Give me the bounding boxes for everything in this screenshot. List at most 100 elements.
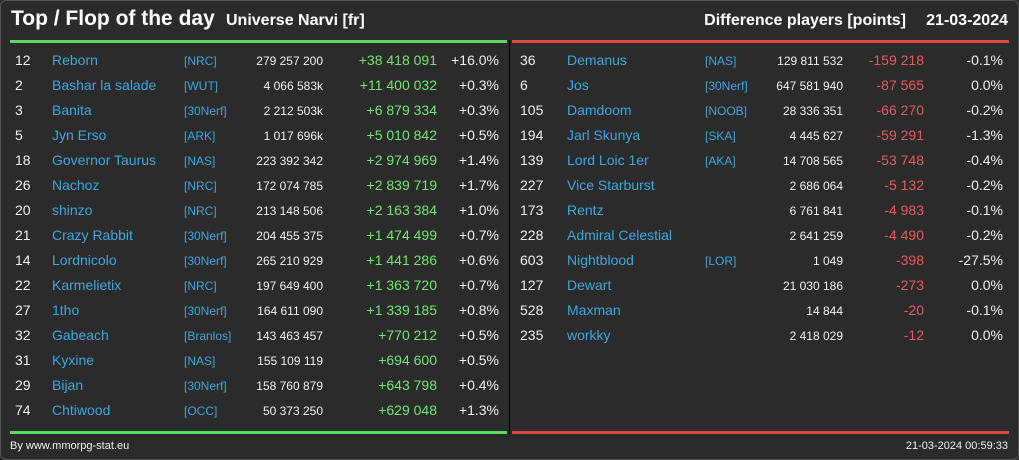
top-row: 26 Nachoz [NRC] 172 074 785 +2 839 719 +1.7%	[10, 173, 507, 198]
player-name-link[interactable]: Maxman	[567, 302, 621, 318]
player-points: 6 761 841	[789, 204, 843, 218]
player-rank: 26	[15, 177, 31, 193]
player-rank: 228	[520, 227, 544, 243]
player-points: 50 373 250	[262, 404, 323, 418]
player-points: 2 212 503k	[263, 104, 323, 118]
player-points: 172 074 785	[256, 179, 323, 193]
player-name-link[interactable]: Dewart	[567, 277, 612, 293]
flop-row: 139 Lord Loic 1er [AKA] 14 708 565 -53 748 -0…	[512, 148, 1009, 173]
alliance-tag-link[interactable]: [WUT]	[184, 79, 218, 93]
alliance-tag-link[interactable]: [30Nerf]	[184, 254, 227, 268]
player-name-link[interactable]: Governor Taurus	[52, 152, 157, 168]
player-name-link[interactable]: Gabeach	[52, 327, 109, 343]
alliance-tag-link[interactable]: [LOR]	[705, 254, 737, 268]
alliance-tag-link[interactable]: [NRC]	[184, 54, 217, 68]
player-name-link[interactable]: Damdoom	[567, 102, 632, 118]
alliance-tag-link[interactable]: [NRC]	[184, 204, 217, 218]
player-points: 647 581 940	[776, 79, 843, 93]
flop-row: 127 Dewart 21 030 186 -273 0.0%	[512, 273, 1009, 298]
points-difference: +2 974 969	[366, 152, 437, 168]
player-points: 2 418 029	[789, 329, 843, 343]
percent-change: -0.1%	[966, 52, 1003, 68]
percent-change: -0.1%	[966, 302, 1003, 318]
top-panel: 12 Reborn [NRC] 279 257 200 +38 418 091 +16.0…	[10, 40, 507, 434]
alliance-tag-link[interactable]: [30Nerf]	[184, 304, 227, 318]
player-points: 129 811 532	[777, 54, 843, 68]
player-name-link[interactable]: Reborn	[52, 52, 98, 68]
player-points: 164 611 090	[257, 304, 323, 318]
player-points: 28 336 351	[782, 104, 843, 118]
player-name-link[interactable]: workky	[567, 327, 611, 343]
alliance-tag-link[interactable]: [ARK]	[184, 129, 216, 143]
player-name-link[interactable]: Crazy Rabbit	[52, 227, 133, 243]
player-points: 158 760 879	[256, 379, 323, 393]
percent-change: +0.4%	[458, 377, 499, 393]
alliance-tag-link[interactable]: [SKA]	[705, 129, 736, 143]
top-row: 2 Bashar la salade [WUT] 4 066 583k +11 400 …	[10, 73, 507, 98]
alliance-tag-link[interactable]: [NRC]	[184, 179, 217, 193]
flop-row: 105 Damdoom [NOOB] 28 336 351 -66 270 -0.2%	[512, 98, 1009, 123]
alliance-tag-link[interactable]: [30Nerf]	[184, 229, 227, 243]
points-difference: +38 418 091	[358, 52, 437, 68]
player-name-link[interactable]: Lordnicolo	[52, 252, 117, 268]
points-difference: -273	[895, 277, 924, 293]
player-name-link[interactable]: shinzo	[52, 202, 93, 218]
alliance-tag-link[interactable]: [Branlos]	[184, 329, 232, 343]
points-difference: -4 490	[884, 227, 924, 243]
player-name-link[interactable]: Rentz	[567, 202, 604, 218]
player-name-link[interactable]: Nachoz	[52, 177, 100, 193]
points-difference: -12	[903, 327, 924, 343]
player-points: 204 455 375	[256, 229, 323, 243]
points-difference: +11 400 032	[359, 77, 437, 93]
top-row: 22 Karmelietix [NRC] 197 649 400 +1 363 720 +…	[10, 273, 507, 298]
player-rank: 22	[15, 277, 31, 293]
points-difference: -4 983	[884, 202, 924, 218]
alliance-tag-link[interactable]: [NAS]	[184, 354, 216, 368]
top-row: 27 1tho [30Nerf] 164 611 090 +1 339 185 +0.8%	[10, 298, 507, 323]
flop-row: 235 workky 2 418 029 -12 0.0%	[512, 323, 1009, 348]
player-points: 14 708 565	[782, 154, 843, 168]
points-difference: +1 339 185	[366, 302, 437, 318]
player-name-link[interactable]: Bashar la salade	[52, 77, 157, 93]
points-difference: +770 212	[378, 327, 437, 343]
alliance-tag-link[interactable]: [NOOB]	[705, 104, 748, 118]
alliance-tag-link[interactable]: [NAS]	[705, 54, 737, 68]
player-name-link[interactable]: Vice Starburst	[567, 177, 655, 193]
top-row: 12 Reborn [NRC] 279 257 200 +38 418 091 +16.0…	[10, 48, 507, 73]
player-name-link[interactable]: Nightblood	[567, 252, 634, 268]
player-points: 143 463 457	[256, 329, 323, 343]
player-name-link[interactable]: Bijan	[52, 377, 84, 393]
flop-row: 228 Admiral Celestial 2 641 259 -4 490 -0.2%	[512, 223, 1009, 248]
player-rank: 173	[520, 202, 544, 218]
player-name-link[interactable]: Kyxine	[52, 352, 95, 368]
flop-row: 194 Jarl Skunya [SKA] 4 445 627 -59 291 -1.3%	[512, 123, 1009, 148]
player-name-link[interactable]: Karmelietix	[52, 277, 122, 293]
top-row: 31 Kyxine [NAS] 155 109 119 +694 600 +0.5%	[10, 348, 507, 373]
player-name-link[interactable]: 1tho	[52, 302, 80, 318]
player-name-link[interactable]: Jos	[567, 77, 589, 93]
points-difference: +629 048	[378, 402, 437, 418]
player-points: 197 649 400	[256, 279, 323, 293]
player-name-link[interactable]: Chtiwood	[52, 402, 111, 418]
player-name-link[interactable]: Jyn Erso	[52, 127, 107, 143]
player-name-link[interactable]: Demanus	[567, 52, 627, 68]
alliance-tag-link[interactable]: [NAS]	[184, 154, 216, 168]
player-name-link[interactable]: Banita	[52, 102, 92, 118]
player-rank: 5	[15, 127, 23, 143]
alliance-tag-link[interactable]: [OCC]	[184, 404, 218, 418]
player-rank: 139	[520, 152, 544, 168]
top-row: 32 Gabeach [Branlos] 143 463 457 +770 212 +0.…	[10, 323, 507, 348]
player-name-link[interactable]: Admiral Celestial	[567, 227, 673, 243]
player-name-link[interactable]: Lord Loic 1er	[567, 152, 649, 168]
player-rank: 21	[15, 227, 31, 243]
percent-change: +0.5%	[458, 352, 499, 368]
alliance-tag-link[interactable]: [30Nerf]	[184, 104, 227, 118]
alliance-tag-link[interactable]: [AKA]	[705, 154, 736, 168]
percent-change: +1.3%	[458, 402, 499, 418]
alliance-tag-link[interactable]: [30Nerf]	[705, 79, 748, 93]
alliance-tag-link[interactable]: [30Nerf]	[184, 379, 227, 393]
alliance-tag-link[interactable]: [NRC]	[184, 279, 217, 293]
player-rank: 32	[15, 327, 31, 343]
points-difference: +5 010 842	[366, 127, 437, 143]
player-name-link[interactable]: Jarl Skunya	[567, 127, 641, 143]
